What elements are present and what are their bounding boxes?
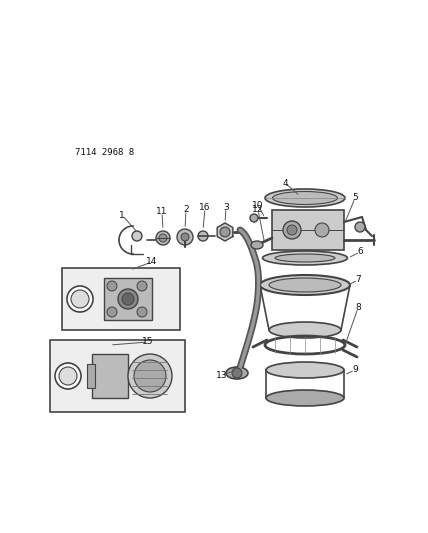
Ellipse shape — [273, 191, 338, 205]
Circle shape — [250, 214, 258, 222]
Text: 16: 16 — [199, 204, 211, 213]
Ellipse shape — [266, 362, 344, 378]
Circle shape — [67, 286, 93, 312]
Text: 15: 15 — [142, 337, 154, 346]
Ellipse shape — [226, 367, 248, 379]
Text: 7: 7 — [355, 276, 361, 285]
Ellipse shape — [262, 251, 348, 265]
Ellipse shape — [266, 390, 344, 406]
Circle shape — [355, 222, 365, 232]
Ellipse shape — [265, 189, 345, 207]
Text: 5: 5 — [352, 193, 358, 203]
Circle shape — [122, 293, 134, 305]
Circle shape — [107, 281, 117, 291]
Ellipse shape — [269, 322, 341, 338]
Circle shape — [177, 229, 193, 245]
Circle shape — [198, 231, 208, 241]
Circle shape — [220, 227, 230, 237]
Text: 8: 8 — [355, 303, 361, 312]
Text: 1: 1 — [119, 211, 125, 220]
Circle shape — [132, 231, 142, 241]
Text: 14: 14 — [146, 257, 158, 266]
Bar — [50, 340, 185, 412]
Bar — [62, 268, 180, 330]
Bar — [104, 278, 152, 320]
Circle shape — [59, 367, 77, 385]
Circle shape — [287, 225, 297, 235]
Ellipse shape — [134, 360, 166, 392]
Circle shape — [71, 290, 89, 308]
Ellipse shape — [128, 354, 172, 398]
Ellipse shape — [260, 275, 350, 295]
Circle shape — [55, 363, 81, 389]
Circle shape — [283, 221, 301, 239]
Text: 2: 2 — [183, 206, 189, 214]
Bar — [87, 364, 95, 388]
Circle shape — [315, 223, 329, 237]
Ellipse shape — [275, 254, 335, 262]
Text: 10: 10 — [252, 200, 264, 209]
Text: 9: 9 — [352, 366, 358, 375]
Bar — [92, 354, 128, 398]
Text: 4: 4 — [282, 179, 288, 188]
Ellipse shape — [251, 241, 263, 249]
Circle shape — [181, 233, 189, 241]
Bar — [272, 210, 344, 250]
Circle shape — [156, 231, 170, 245]
Circle shape — [118, 289, 138, 309]
Text: 6: 6 — [357, 247, 363, 256]
Text: 3: 3 — [223, 204, 229, 213]
Text: 7114 2968 8: 7114 2968 8 — [75, 148, 134, 157]
Text: 13: 13 — [216, 370, 228, 379]
Circle shape — [159, 234, 167, 242]
Circle shape — [137, 307, 147, 317]
Circle shape — [232, 368, 242, 378]
Text: 11: 11 — [156, 207, 168, 216]
Polygon shape — [217, 223, 233, 241]
Ellipse shape — [269, 278, 341, 292]
Text: 12: 12 — [253, 206, 264, 214]
Circle shape — [137, 281, 147, 291]
Circle shape — [107, 307, 117, 317]
